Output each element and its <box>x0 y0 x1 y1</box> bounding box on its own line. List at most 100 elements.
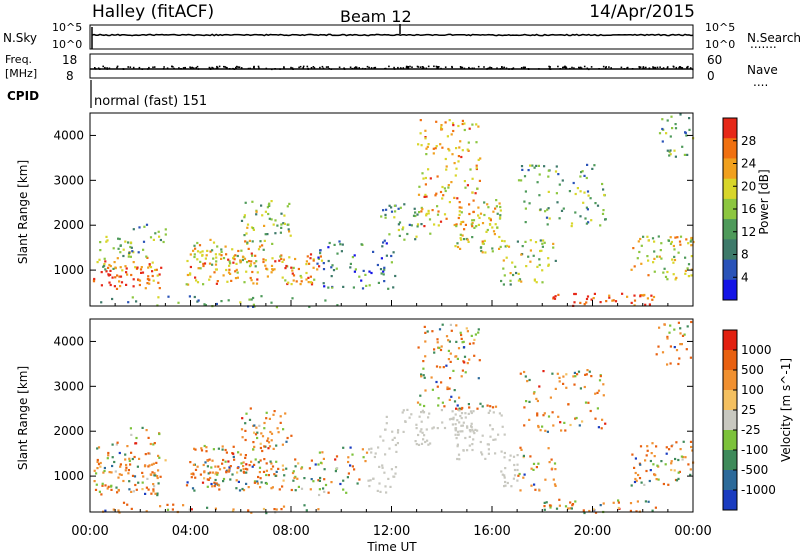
noise-right-label: N.Search <box>747 31 800 45</box>
echo-cell <box>280 508 283 511</box>
echo-cell <box>444 157 447 161</box>
echo-cell <box>568 190 571 193</box>
echo-cell <box>634 477 637 481</box>
echo-cell <box>590 219 593 222</box>
echo-cell <box>254 254 257 257</box>
y-tick-label: 3000 <box>53 173 84 187</box>
echo-cell <box>322 457 325 460</box>
echo-cell <box>459 223 462 226</box>
y-tick-label: 1000 <box>53 469 84 483</box>
echo-cell <box>626 295 629 298</box>
colorbar-tick-label: 16 <box>741 202 756 216</box>
echo-cell <box>681 334 685 337</box>
echo-cell <box>394 210 397 213</box>
echo-cell <box>673 469 676 472</box>
echo-cell <box>388 447 391 450</box>
echo-cell <box>690 244 693 247</box>
echo-cell <box>119 285 122 288</box>
echo-cell <box>657 345 660 348</box>
echo-cell <box>265 462 268 465</box>
echo-cell <box>498 247 501 250</box>
echo-cell <box>107 485 110 488</box>
echo-cell <box>464 223 467 226</box>
echo-cell <box>464 412 467 415</box>
echo-cell <box>96 467 99 470</box>
echo-cell <box>463 228 466 231</box>
echo-cell <box>213 485 216 488</box>
echo-cell <box>308 305 311 308</box>
echo-cell <box>621 292 624 295</box>
echo-cell <box>222 274 225 277</box>
echo-cell <box>341 243 344 246</box>
echo-cell <box>310 459 313 462</box>
echo-cell <box>420 223 423 226</box>
echo-cell <box>229 262 232 265</box>
echo-cell <box>529 249 532 252</box>
echo-cell <box>583 385 586 389</box>
echo-cell <box>211 459 214 462</box>
echo-cell <box>602 209 605 212</box>
echo-cell <box>335 455 339 458</box>
echo-cell <box>461 234 464 237</box>
echo-cell <box>471 219 474 222</box>
echo-cell <box>546 430 549 433</box>
echo-cell <box>678 470 681 473</box>
echo-cell <box>294 465 297 468</box>
freq-point <box>283 66 285 68</box>
echo-cell <box>235 262 238 265</box>
echo-cell <box>122 254 125 258</box>
echo-cell <box>687 263 691 266</box>
echo-cell <box>376 489 379 492</box>
echo-cell <box>672 244 675 248</box>
echo-cell <box>189 253 192 256</box>
echo-cell <box>579 387 582 390</box>
echo-cell <box>480 246 483 249</box>
echo-cell <box>574 417 577 420</box>
echo-cell <box>202 264 205 268</box>
echo-cell <box>240 428 244 431</box>
echo-cell <box>243 216 246 219</box>
echo-cell <box>261 449 264 453</box>
echo-cell <box>554 295 557 298</box>
echo-cell <box>423 376 426 379</box>
echo-cell <box>252 228 255 231</box>
echo-cell <box>285 440 288 443</box>
freq-point <box>673 66 675 68</box>
echo-cell <box>125 466 128 469</box>
echo-cell <box>634 457 637 460</box>
echo-cell <box>646 445 649 448</box>
echo-cell <box>310 478 313 481</box>
freq-point <box>579 67 581 69</box>
echo-cell <box>639 445 643 448</box>
echo-cell <box>141 481 144 484</box>
echo-cell <box>250 460 253 463</box>
echo-cell <box>418 415 421 418</box>
echo-cell <box>422 367 425 370</box>
echo-cell <box>318 493 321 497</box>
echo-cell <box>157 454 160 457</box>
echo-cell <box>586 369 589 372</box>
echo-cell <box>142 240 146 243</box>
echo-cell <box>220 300 223 303</box>
echo-cell <box>113 285 116 288</box>
echo-cell <box>493 233 496 236</box>
echo-cell <box>573 292 576 296</box>
echo-cell <box>685 238 688 241</box>
echo-cell <box>427 168 430 171</box>
noise-left-tick-bottom: 10^0 <box>52 38 82 51</box>
echo-cell <box>596 204 600 207</box>
echo-cell <box>151 261 154 264</box>
echo-cell <box>235 268 238 271</box>
echo-cell <box>589 409 592 413</box>
echo-cell <box>541 269 544 272</box>
echo-cell <box>267 212 270 216</box>
echo-cell <box>690 255 693 258</box>
echo-cell <box>474 192 477 195</box>
echo-cell <box>275 444 278 447</box>
echo-cell <box>436 385 439 388</box>
echo-cell <box>455 340 458 343</box>
colorbar-tick-label: 24 <box>741 157 756 171</box>
echo-cell <box>153 474 156 477</box>
echo-cell <box>548 504 552 507</box>
echo-cell <box>358 275 361 278</box>
